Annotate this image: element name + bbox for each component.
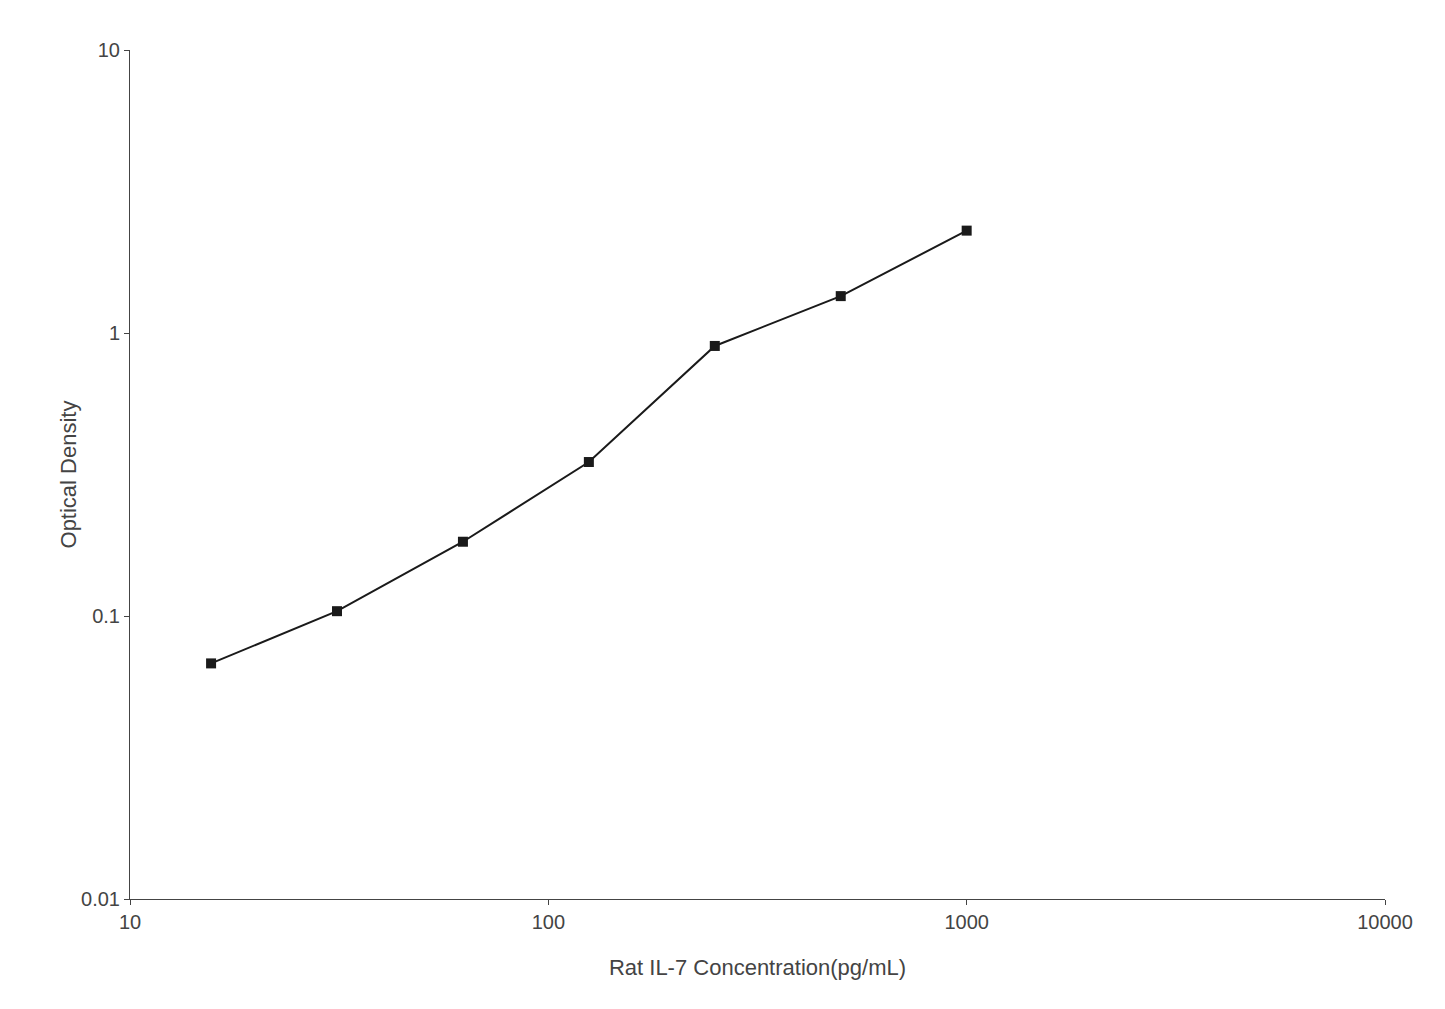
svg-text:0.01: 0.01 [81,888,120,910]
svg-text:1000: 1000 [944,911,989,933]
svg-text:100: 100 [532,911,565,933]
svg-text:Optical Density: Optical Density [56,401,81,549]
svg-text:Rat IL-7 Concentration(pg/mL): Rat IL-7 Concentration(pg/mL) [609,955,906,980]
svg-text:1: 1 [109,322,120,344]
svg-text:10000: 10000 [1357,911,1413,933]
svg-text:0.1: 0.1 [92,605,120,627]
svg-text:10: 10 [98,39,120,61]
svg-text:10: 10 [119,911,141,933]
